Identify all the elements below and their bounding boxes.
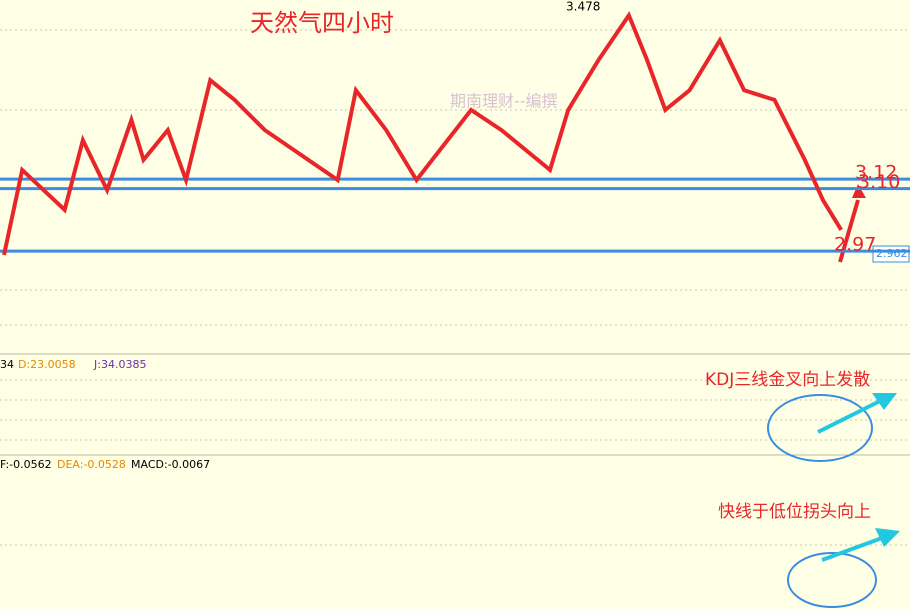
kdj-note: KDJ三线金叉向上发散 (705, 370, 870, 390)
kdj-circle (767, 394, 873, 462)
kdj-grid (0, 29, 910, 546)
kdj-k: 34 (0, 358, 14, 371)
macd-arrow (821, 536, 883, 562)
level-label: 3.10 (858, 171, 900, 193)
forecast-arrowhead (852, 184, 866, 198)
high-label: 3.478 (566, 0, 600, 14)
macd-value: MACD:-0.0067 (131, 458, 210, 471)
chart-title: 天然气四小时 (250, 9, 394, 37)
kdj-d: D:23.0058 (18, 358, 76, 371)
macd-note: 快线于低位拐头向上 (718, 502, 871, 522)
last-price-label: 2.962 (876, 247, 908, 260)
macd-dea: DEA:-0.0528 (57, 458, 126, 471)
kdj-j: J:34.0385 (93, 358, 146, 371)
watermark: 期南理财--编撰 (450, 92, 558, 111)
kdj-arrow (817, 399, 881, 434)
kdj-arrowhead (872, 393, 897, 410)
macd-circle (787, 552, 877, 608)
macd-arrowhead (875, 528, 900, 547)
level-label: 3.12 (855, 162, 897, 184)
level-label: 2.97 (834, 234, 876, 256)
macd-dif: F:-0.0562 (0, 458, 52, 471)
price-line (2, 11, 843, 256)
